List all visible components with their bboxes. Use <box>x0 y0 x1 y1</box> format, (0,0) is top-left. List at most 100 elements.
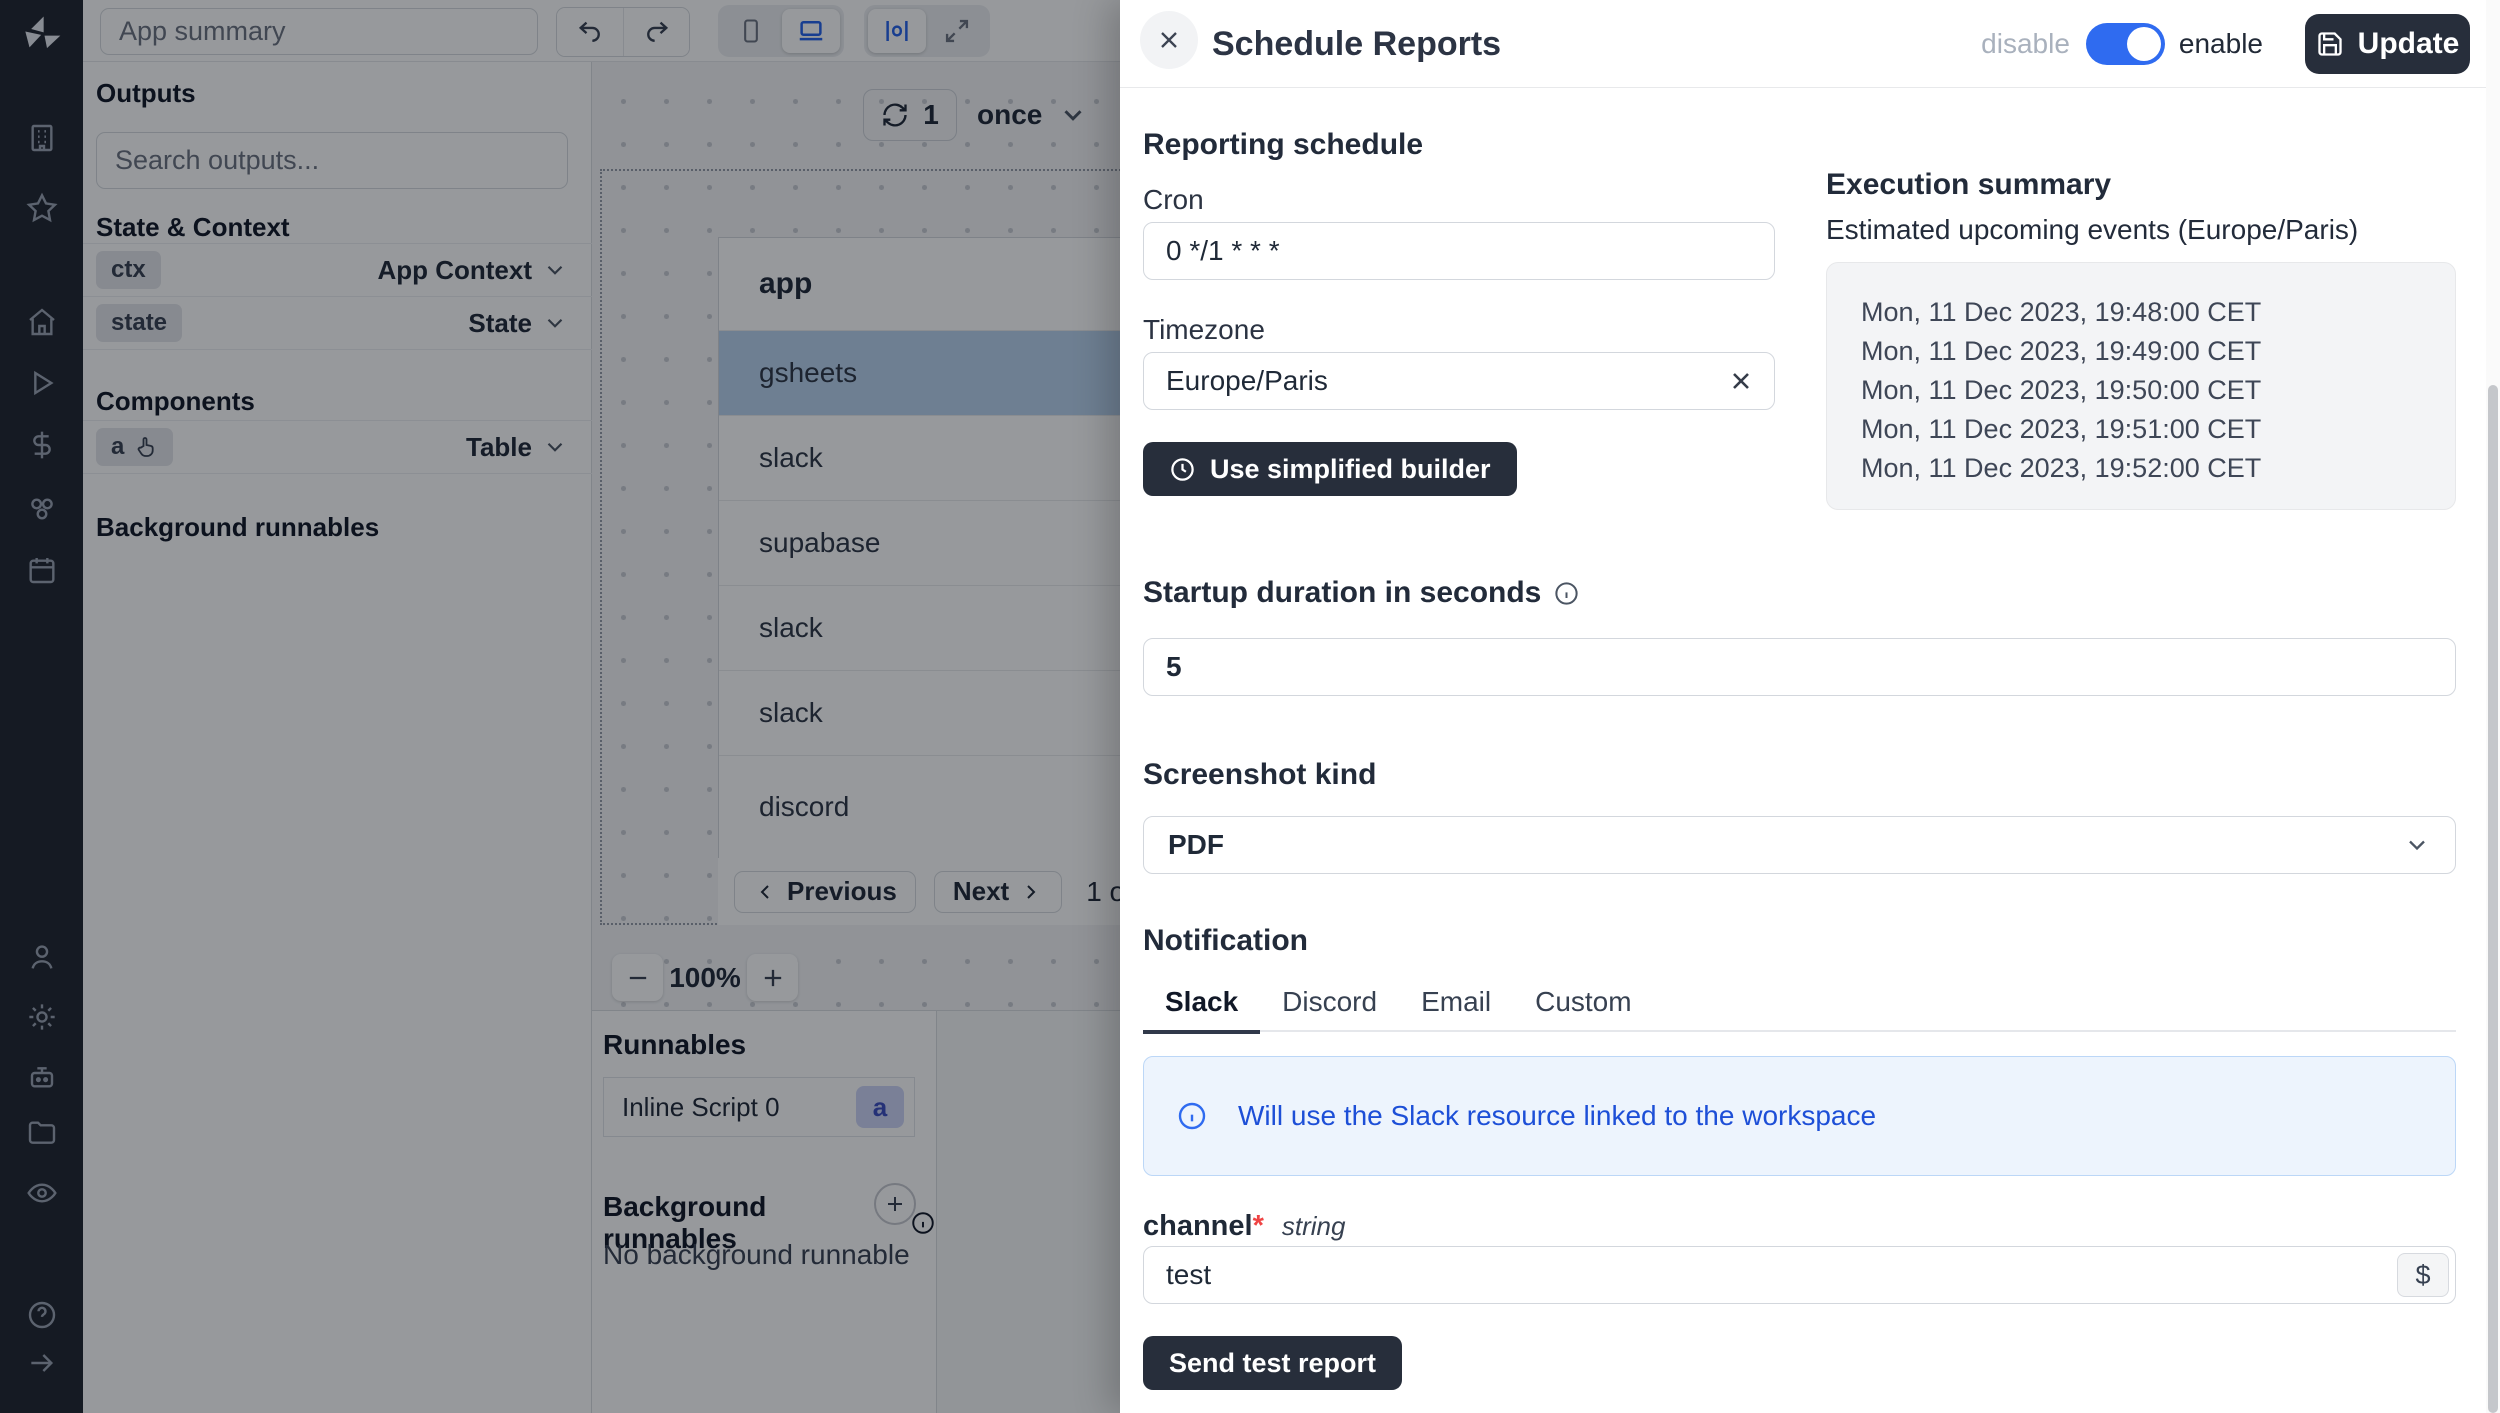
chevron-down-icon[interactable] <box>542 310 568 336</box>
user-icon[interactable] <box>26 941 58 973</box>
enable-toggle[interactable] <box>2085 23 2165 65</box>
settings-gear-icon[interactable] <box>26 1001 58 1033</box>
cron-input[interactable] <box>1143 222 1775 280</box>
timezone-input[interactable] <box>1143 352 1775 410</box>
pointer-hand-icon <box>134 435 158 459</box>
chevron-down-icon[interactable] <box>542 257 568 283</box>
screenshot-kind-title: Screenshot kind <box>1143 758 1377 791</box>
help-icon[interactable] <box>26 1299 58 1331</box>
required-asterisk: * <box>1252 1210 1264 1242</box>
notification-tab[interactable]: Discord <box>1282 986 1378 1017</box>
app-sidebar <box>0 0 83 1413</box>
state-context-rows: ctx App Context state State <box>83 243 592 350</box>
runs-play-icon[interactable] <box>26 367 58 399</box>
outputs-panel: Outputs State & Context ctx App Context … <box>83 62 592 1413</box>
close-icon[interactable] <box>1140 11 1198 69</box>
output-id-badge: ctx <box>96 251 161 289</box>
clock-icon <box>1169 456 1196 483</box>
notification-tab[interactable]: Custom <box>1535 986 1632 1017</box>
search-outputs-input[interactable] <box>96 132 568 189</box>
collapse-arrow-icon[interactable] <box>26 1347 58 1379</box>
app-canvas[interactable]: 1 once app gsheets slack supabase slack … <box>592 62 1120 1010</box>
table-pagination: Previous Next 1 of 320 <box>718 858 1120 925</box>
update-button[interactable]: Update <box>2305 14 2470 74</box>
schedules-calendar-icon[interactable] <box>26 554 58 586</box>
previous-page-button[interactable]: Previous <box>734 870 916 913</box>
send-test-report-button[interactable]: Send test report <box>1143 1336 1403 1390</box>
fullscreen-button[interactable] <box>928 9 986 53</box>
use-simplified-builder-button[interactable]: Use simplified builder <box>1143 442 1517 496</box>
home-icon[interactable] <box>26 306 58 338</box>
audit-eye-icon[interactable] <box>26 1177 58 1209</box>
drawer-scrollbar[interactable] <box>2486 0 2500 1413</box>
scrollbar-thumb[interactable] <box>2488 385 2498 1413</box>
table-row[interactable]: supabase <box>719 501 1120 586</box>
notification-title: Notification <box>1143 924 1308 957</box>
undo-button[interactable] <box>557 8 623 56</box>
execution-summary-title: Execution summary <box>1826 168 2112 201</box>
folders-icon[interactable] <box>26 1116 58 1148</box>
next-page-button[interactable]: Next <box>933 870 1063 913</box>
mobile-preview-button[interactable] <box>722 9 780 53</box>
add-background-runnable-button[interactable] <box>874 1183 916 1225</box>
layout-tools-group <box>864 5 990 57</box>
notification-tab[interactable]: Email <box>1421 986 1492 1017</box>
notification-tab[interactable]: Slack <box>1143 982 1261 1034</box>
desktop-preview-button[interactable] <box>782 9 840 53</box>
clear-timezone-icon[interactable] <box>1727 367 1755 395</box>
chevron-down-icon[interactable] <box>542 434 568 460</box>
info-icon <box>1176 1100 1208 1132</box>
modal-overlay[interactable] <box>0 0 1120 1413</box>
refresh-count-button[interactable]: 1 <box>863 89 957 141</box>
component-type-label: Table <box>466 431 532 462</box>
redo-button[interactable] <box>623 8 689 56</box>
runnables-title: Runnables <box>603 1029 747 1060</box>
runnable-badge: a <box>856 1086 904 1128</box>
startup-duration-input[interactable] <box>1143 638 2456 696</box>
insert-variable-button[interactable]: $ <box>2397 1253 2449 1297</box>
background-runnables-title: Background runnables <box>96 512 380 542</box>
channel-field-label: channel <box>1143 1210 1253 1242</box>
refresh-icon <box>881 101 909 129</box>
upcoming-events-box: Mon, 11 Dec 2023, 19:48:00 CET Mon, 11 D… <box>1826 262 2456 510</box>
startup-duration-label: Startup duration in seconds <box>1143 576 1542 609</box>
refresh-mode-dropdown[interactable]: once <box>977 89 1088 141</box>
chevron-right-icon <box>1019 880 1043 904</box>
runnable-item[interactable]: Inline Script 0 a <box>603 1077 915 1137</box>
table-row[interactable]: slack <box>719 671 1120 756</box>
disable-label: disable <box>1981 28 2070 59</box>
slack-alert-text: Will use the Slack resource linked to th… <box>1238 1100 1877 1131</box>
center-align-button[interactable] <box>868 9 926 53</box>
zoom-in-button[interactable] <box>747 954 798 1001</box>
app-summary-input[interactable] <box>100 8 538 55</box>
component-row[interactable]: a Table <box>83 421 592 474</box>
table-component[interactable]: app gsheets slack supabase slack slack d… <box>718 237 1120 925</box>
outputs-title: Outputs <box>96 78 196 108</box>
variables-dollar-icon[interactable] <box>26 429 58 461</box>
background-runnables-label: Background runnables <box>603 1191 767 1254</box>
output-row[interactable]: state State <box>83 297 592 350</box>
table-row[interactable]: slack <box>719 416 1120 501</box>
no-background-runnable-text: No background runnable <box>603 1239 910 1270</box>
component-id-badge: a <box>111 433 125 460</box>
zoom-out-button[interactable] <box>612 954 663 1001</box>
screenshot-kind-select[interactable]: PDF <box>1143 816 2456 874</box>
components-title: Components <box>96 386 255 416</box>
output-type-label: App Context <box>377 254 532 285</box>
table-row[interactable]: slack <box>719 586 1120 671</box>
workspace-building-icon[interactable] <box>26 122 58 154</box>
channel-input[interactable] <box>1143 1246 2456 1304</box>
state-context-title: State & Context <box>96 212 290 242</box>
windmill-logo-icon[interactable] <box>22 14 62 54</box>
output-row[interactable]: ctx App Context <box>83 244 592 297</box>
reporting-schedule-title: Reporting schedule <box>1143 128 1424 161</box>
chevron-down-icon <box>1058 100 1088 130</box>
info-icon[interactable] <box>1553 580 1580 607</box>
workers-robot-icon[interactable] <box>26 1061 58 1093</box>
favorites-star-icon[interactable] <box>26 192 58 224</box>
table-row[interactable]: gsheets <box>719 331 1120 416</box>
slack-info-alert: Will use the Slack resource linked to th… <box>1143 1056 2456 1176</box>
info-icon[interactable] <box>910 1210 936 1236</box>
notification-tabs: Slack Discord Email Custom <box>1143 982 2456 1034</box>
resources-icon[interactable] <box>26 492 58 524</box>
